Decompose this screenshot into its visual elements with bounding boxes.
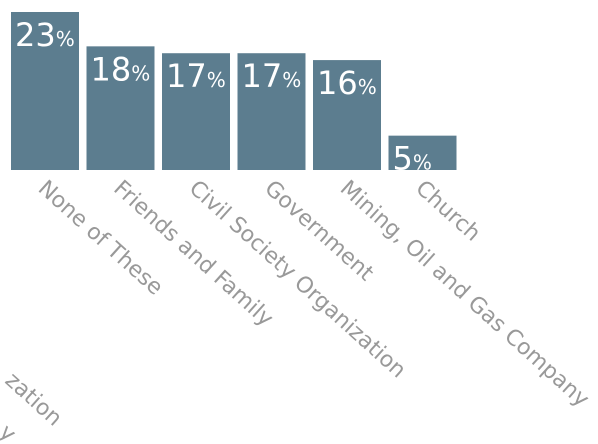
- value-label-government: 17%: [242, 57, 302, 95]
- bar-friends-and-family: [86, 46, 155, 170]
- bar-none-of-these: [11, 12, 79, 170]
- category-label-church: Church: [410, 176, 485, 247]
- bar-government: [237, 53, 306, 170]
- bars-group: [11, 12, 457, 170]
- cropped-label-2: y: [0, 420, 20, 444]
- bar-civil-society-organization: [162, 53, 230, 170]
- bar-mining-oil-and-gas-company: [313, 60, 381, 170]
- bar-church: [388, 135, 457, 170]
